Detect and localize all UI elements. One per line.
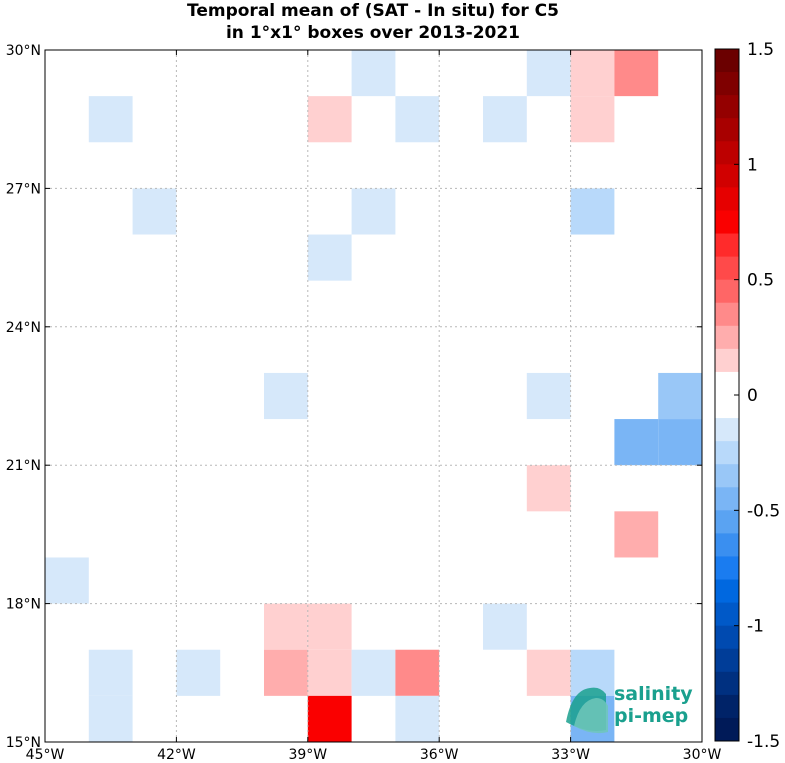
y-tick-label-4: 27°N bbox=[6, 181, 41, 197]
colorbar-segment-28 bbox=[715, 694, 739, 719]
logo-text-salinity: salinity bbox=[614, 683, 693, 705]
colorbar-ticks: 1.5 1 0.5 0 -0.5 -1 -1.5 bbox=[734, 40, 780, 752]
colorbar-tick-label-3: 0 bbox=[747, 386, 758, 406]
colorbar-segment-25 bbox=[715, 625, 739, 650]
heatmap-cell-32 bbox=[88, 695, 133, 742]
heatmap-cell-13 bbox=[264, 372, 308, 420]
logo-wave-icon bbox=[566, 687, 608, 734]
colorbar-tick-label-5: -1 bbox=[747, 617, 764, 637]
heatmap-cell-29 bbox=[395, 649, 440, 696]
heatmap-cell-23 bbox=[483, 603, 527, 650]
colorbar-segment-3 bbox=[715, 118, 739, 142]
x-tick-label-0: 45°W bbox=[26, 747, 65, 763]
x-axis-ticks: 45°W 42°W 39°W 36°W 33°W 30°W bbox=[26, 50, 722, 763]
heatmap-cell-7 bbox=[483, 96, 527, 143]
heatmap-cell-8 bbox=[570, 96, 615, 143]
heatmap-cell-15 bbox=[658, 372, 702, 420]
heatmap-cell-11 bbox=[570, 188, 615, 235]
colorbar-tick-label-6: -1.5 bbox=[747, 732, 780, 752]
colorbar-segment-4 bbox=[715, 141, 739, 165]
y-axis-ticks: 15°N 18°N 21°N 24°N 27°N 30°N bbox=[6, 43, 702, 751]
colorbar-segment-16 bbox=[715, 418, 739, 442]
logo-text-pi-mep: pi-mep bbox=[614, 705, 688, 727]
salinity-pi-mep-logo: salinity pi-mep bbox=[566, 683, 693, 734]
colorbar-segment-0 bbox=[715, 49, 739, 73]
heatmap-cell-24 bbox=[88, 649, 133, 696]
colorbar-segment-7 bbox=[715, 210, 739, 235]
x-tick-label-2: 39°W bbox=[288, 747, 327, 763]
colorbar bbox=[715, 49, 739, 742]
colorbar-segment-29 bbox=[715, 717, 739, 742]
heatmap-cell-33 bbox=[307, 695, 352, 742]
colorbar-segment-10 bbox=[715, 279, 739, 304]
colorbar-segment-8 bbox=[715, 233, 739, 258]
heatmap-cell-4 bbox=[88, 96, 133, 143]
heatmap-cell-2 bbox=[570, 50, 615, 97]
heatmap-cell-22 bbox=[307, 603, 352, 650]
x-tick-label-1: 42°W bbox=[157, 747, 196, 763]
colorbar-segment-9 bbox=[715, 256, 739, 281]
y-tick-label-5: 30°N bbox=[6, 43, 41, 59]
colorbar-segment-5 bbox=[715, 164, 739, 188]
heatmap-cell-0 bbox=[351, 50, 396, 97]
colorbar-segment-17 bbox=[715, 441, 739, 465]
colorbar-segment-22 bbox=[715, 556, 739, 581]
heatmap-cell-3 bbox=[614, 50, 659, 97]
heatmap-cell-1 bbox=[526, 50, 571, 97]
heatmap-cell-6 bbox=[395, 96, 440, 143]
y-tick-label-1: 18°N bbox=[6, 597, 41, 613]
heatmap-cell-27 bbox=[307, 649, 352, 696]
heatmap-cell-25 bbox=[176, 649, 221, 696]
colorbar-segment-24 bbox=[715, 602, 739, 627]
colorbar-segment-21 bbox=[715, 533, 739, 557]
colorbar-segment-26 bbox=[715, 648, 739, 673]
colorbar-segment-27 bbox=[715, 671, 739, 696]
heatmap-cell-21 bbox=[264, 603, 308, 650]
heatmap-cell-26 bbox=[264, 649, 308, 696]
heatmap-cell-30 bbox=[526, 649, 571, 696]
colorbar-segment-14 bbox=[715, 371, 739, 396]
plot-frame bbox=[44, 49, 703, 743]
colorbar-segment-19 bbox=[715, 487, 739, 511]
colorbar-segment-23 bbox=[715, 579, 739, 604]
heatmap-cell-16 bbox=[614, 419, 659, 466]
y-tick-label-2: 21°N bbox=[6, 458, 41, 474]
heatmap-cell-18 bbox=[526, 465, 571, 512]
heatmap-cell-14 bbox=[526, 372, 571, 420]
colorbar-segment-6 bbox=[715, 187, 739, 211]
colorbar-segment-18 bbox=[715, 464, 739, 488]
colorbar-tick-label-2: 0.5 bbox=[747, 271, 774, 291]
colorbar-tick-label-4: -0.5 bbox=[747, 501, 780, 521]
colorbar-segment-20 bbox=[715, 510, 739, 534]
chart-title-line1: Temporal mean of (SAT - In situ) for C5 bbox=[187, 1, 559, 21]
colorbar-segment-2 bbox=[715, 95, 739, 119]
colorbar-segment-1 bbox=[715, 72, 739, 96]
heatmap-cell-19 bbox=[614, 511, 659, 558]
heatmap-cells bbox=[45, 50, 702, 742]
y-tick-label-0: 15°N bbox=[6, 735, 41, 751]
colorbar-tick-label-0: 1.5 bbox=[747, 40, 774, 60]
colorbar-tick-label-1: 1 bbox=[747, 155, 758, 175]
heatmap-cell-5 bbox=[307, 96, 352, 143]
heatmap-cell-17 bbox=[658, 419, 702, 466]
y-tick-label-3: 24°N bbox=[6, 320, 41, 336]
colorbar-segment-13 bbox=[715, 348, 739, 373]
colorbar-segment-11 bbox=[715, 302, 739, 327]
heatmap-cell-20 bbox=[45, 557, 89, 604]
x-tick-label-5: 30°W bbox=[683, 747, 722, 763]
heatmap-cell-9 bbox=[132, 188, 177, 235]
x-tick-label-4: 33°W bbox=[551, 747, 590, 763]
heatmap-cell-10 bbox=[351, 188, 396, 235]
heatmap-cell-34 bbox=[395, 695, 440, 742]
colorbar-segment-12 bbox=[715, 325, 739, 350]
chart-title-line2: in 1°x1° boxes over 2013-2021 bbox=[226, 23, 520, 43]
colorbar-segment-15 bbox=[715, 395, 739, 419]
heatmap-cell-28 bbox=[351, 649, 396, 696]
grid-lines bbox=[45, 50, 702, 742]
x-tick-label-3: 36°W bbox=[420, 747, 459, 763]
heatmap-cell-12 bbox=[307, 234, 352, 281]
